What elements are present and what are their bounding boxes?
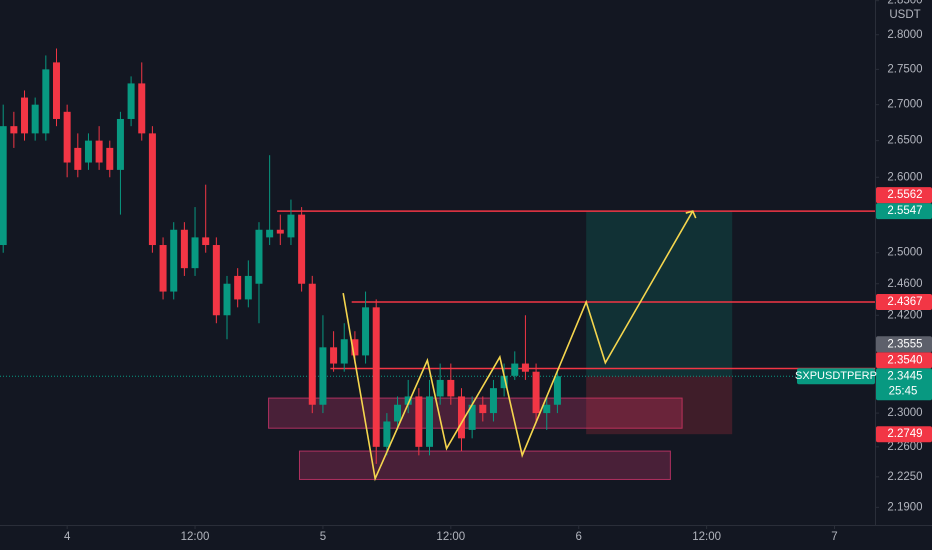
candle-body [308,283,316,405]
price-label: 2.4367 [887,296,922,308]
candle-body [489,388,497,414]
candle-body [319,347,327,405]
candle-body [148,133,156,246]
candle-body [511,363,519,376]
price-label: 2.3555 [887,338,922,350]
candle-body [298,214,306,284]
price-label-bg [876,294,932,311]
zigzag-arrow [685,210,697,219]
candle-body [255,229,263,284]
candle-body [479,404,487,414]
price-label: 2.3445 [887,370,922,382]
candle-body [362,307,370,356]
candle-body [468,404,476,430]
x-tick-label: 12:00 [436,531,465,543]
candle-body [191,237,199,269]
y-tick-label: 2.8500 [887,0,922,7]
y-tick-label: 2.1900 [887,501,922,513]
candle-body [500,375,508,389]
price-label-bg [876,336,932,353]
price-label: 2.2749 [887,428,922,440]
y-tick-label: 2.2250 [887,471,922,483]
candle-body [415,396,423,447]
y-tick-label: 2.6000 [887,171,922,183]
price-label: 2.5562 [887,189,922,201]
candle-body [447,379,455,397]
candle-body [52,62,60,119]
y-tick-label: 2.7500 [887,63,922,75]
countdown: 25:45 [889,385,918,397]
candle-body [553,376,561,405]
symbol-label: SXPUSDTPERP [795,370,877,382]
x-tick-label: 4 [64,531,71,543]
candle-body [266,229,274,238]
candle-body [276,229,284,234]
candle-body [244,275,252,300]
candle-body [84,140,92,163]
candle-body [127,83,135,119]
currency-label: USDT [889,9,920,21]
price-label: 2.5547 [887,205,922,217]
candle-body [202,237,210,246]
candle-body [21,97,29,134]
y-tick-label: 2.4200 [887,309,922,321]
candle-body [95,140,103,163]
price-label-bg [876,426,932,443]
candle-body [159,245,167,292]
candle-body [212,245,220,316]
candle-body [74,147,82,170]
candle-body [383,421,391,447]
candle-body [42,69,50,134]
x-tick-label: 12:00 [181,531,210,543]
price-label-bg [876,352,932,369]
price-label-bg [876,368,932,401]
candle-body [180,229,188,269]
candle-body [543,404,551,414]
symbol-label-bg [797,368,875,385]
price-label-bg [876,187,932,204]
y-tick-label: 2.4600 [887,278,922,290]
candle-body [223,283,231,316]
candle-body [287,214,295,238]
candle-body [31,104,39,134]
candle-body [521,363,529,372]
candle-body [116,118,124,170]
candle-body [394,404,402,422]
candle-body [457,396,465,439]
x-tick-label: 6 [576,531,582,543]
candle-body [63,111,71,163]
price-label-bg [876,203,932,220]
y-tick-label: 2.2600 [887,441,922,453]
zigzag-line [342,210,694,482]
x-tick-label: 7 [831,531,837,543]
price-label: 2.3540 [887,354,922,366]
zone [298,450,671,480]
candle-body [138,83,146,134]
candle-body [106,147,114,170]
y-tick-label: 2.5000 [887,247,922,259]
candle-body [426,396,434,447]
y-tick-label: 2.7000 [887,99,922,111]
y-tick-label: 2.8000 [887,29,922,41]
y-tick-label: 2.3000 [887,407,922,419]
candle-body [234,275,242,300]
loss-zone [586,376,733,435]
candle-body [170,229,178,292]
candle-body [0,126,7,246]
y-tick-label: 2.6500 [887,135,922,147]
candle-body [436,379,444,397]
x-tick-label: 5 [320,531,326,543]
candle-body [372,307,380,447]
candle-body [340,339,348,364]
x-tick-label: 12:00 [692,531,721,543]
candle-body [351,339,359,356]
candle-body [330,347,338,364]
candle-body [404,396,412,405]
candle-body [10,126,18,134]
profit-zone [586,211,733,377]
candle-body [532,371,540,414]
